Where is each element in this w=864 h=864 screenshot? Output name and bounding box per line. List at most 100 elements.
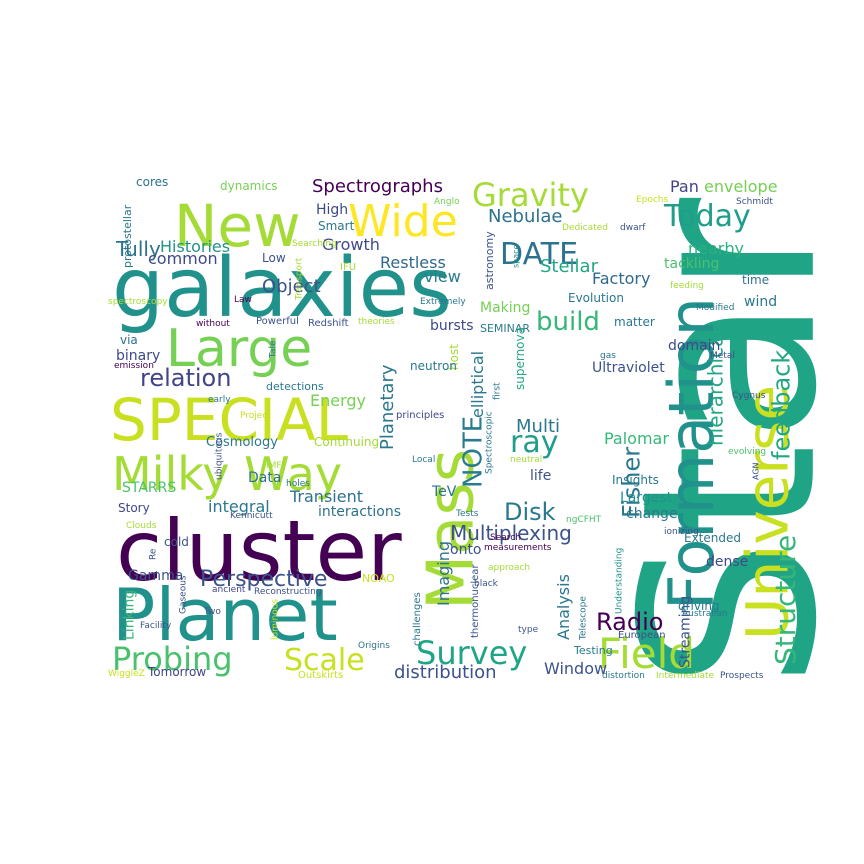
cloud-word: Epochs — [636, 195, 669, 205]
cloud-word: Tale — [268, 340, 278, 359]
cloud-word: Disk — [504, 498, 556, 526]
cloud-word: SPECIAL — [110, 386, 348, 454]
cloud-word: Intermediate — [656, 671, 715, 681]
cloud-word: first — [492, 382, 502, 400]
cloud-word: Imaging — [434, 541, 453, 606]
cloud-word: Field — [598, 629, 695, 678]
cloud-word: Multi — [516, 416, 560, 437]
cloud-word: wind — [744, 294, 777, 310]
cloud-word: black — [474, 579, 499, 589]
cloud-word: Largest — [620, 490, 673, 506]
cloud-word: luminous — [270, 599, 280, 640]
cloud-word: Universe — [734, 385, 802, 640]
cloud-word: IFU — [340, 262, 356, 273]
cloud-word: AGN — [752, 462, 761, 480]
cloud-word: Clouds — [126, 521, 157, 531]
cloud-word: Spectroscopic — [484, 411, 494, 474]
cloud-word: Smart — [318, 219, 355, 233]
cloud-word: Kennicutt — [230, 511, 273, 521]
cloud-word: bursts — [430, 318, 474, 334]
cloud-word: protostellar — [121, 204, 134, 268]
cloud-word: Star — [590, 197, 864, 690]
cloud-word: interactions — [318, 504, 401, 520]
cloud-word: Mass — [414, 449, 488, 610]
cloud-word: view — [424, 267, 461, 286]
cloud-word: Linking — [121, 590, 137, 640]
cloud-word: Facility — [140, 621, 172, 631]
cloud-word: New — [174, 192, 301, 260]
cloud-word: Ultraviolet — [592, 360, 665, 376]
cloud-word: Scale — [284, 643, 365, 678]
cloud-word: Telescope — [578, 596, 588, 641]
cloud-word: STARRS — [122, 480, 176, 496]
cloud-word: type — [518, 625, 539, 635]
cloud-word: Evolution — [568, 291, 624, 305]
cloud-word: Restless — [380, 253, 446, 272]
cloud-word: Multiplexing — [450, 521, 572, 545]
cloud-word: galaxies — [112, 241, 452, 336]
cloud-word: Schmidt — [736, 197, 773, 207]
cloud-word: distribution — [394, 662, 497, 683]
cloud-word: elliptical — [468, 351, 487, 418]
cloud-word: Histories — [160, 237, 230, 256]
cloud-word: Structure — [769, 535, 802, 665]
cloud-word: Streaming — [677, 596, 693, 668]
cloud-word: principles — [396, 410, 444, 421]
cloud-word: Modified — [696, 303, 734, 313]
cloud-word: Cygnus — [732, 391, 766, 401]
cloud-word: build — [536, 307, 600, 337]
cloud-word: approach — [488, 563, 530, 573]
cloud-word: integral — [208, 497, 270, 516]
cloud-word: matter — [614, 315, 655, 329]
cloud-word: time — [742, 273, 769, 287]
cloud-word: neutron — [410, 359, 457, 373]
cloud-word: challenges — [412, 592, 423, 646]
cloud-word: Testing — [573, 644, 613, 657]
cloud-word: Anglo — [434, 197, 460, 207]
cloud-word: Milky Way — [112, 447, 342, 501]
cloud-word: High — [316, 202, 348, 218]
cloud-word: Origins — [358, 641, 390, 651]
cloud-word: Continuing — [314, 435, 379, 449]
cloud-word: cores — [136, 175, 168, 189]
cloud-word: Outskirts — [298, 670, 343, 681]
cloud-word: cluster — [116, 502, 402, 600]
cloud-word: feeding — [670, 281, 704, 291]
cloud-word: Pan — [670, 177, 699, 196]
cloud-word: Factory — [592, 269, 650, 288]
cloud-word: host — [447, 344, 461, 370]
cloud-word: evolving — [728, 447, 766, 457]
cloud-word: change — [626, 506, 678, 522]
cloud-word: Prospects — [720, 671, 764, 681]
cloud-word: Cosmology — [206, 435, 278, 450]
cloud-word: space — [512, 244, 521, 268]
cloud-word: Data — [248, 470, 281, 486]
cloud-word: without — [196, 319, 230, 329]
cloud-word: Planetary — [377, 364, 398, 450]
cloud-word: Transport — [294, 257, 304, 301]
cloud-word: gas — [600, 351, 616, 361]
cloud-word: ubiquitous — [214, 432, 224, 480]
cloud-word: TeV — [431, 484, 457, 500]
cloud-word: NOTE — [458, 416, 488, 488]
cloud-word: IMF — [266, 461, 282, 471]
cloud-word: Gamma — [128, 568, 183, 584]
cloud-word: Spectrographs — [312, 176, 443, 197]
cloud-word: Making — [480, 300, 530, 316]
cloud-word: ionizing — [664, 527, 699, 537]
cloud-word: distortion — [602, 671, 645, 681]
cloud-word: dense — [706, 554, 748, 570]
cloud-word: Powerful — [256, 316, 299, 327]
cloud-word: Tomorrow — [147, 665, 206, 679]
cloud-word: nearby — [688, 239, 744, 258]
cloud-word: theories — [358, 317, 395, 327]
cloud-word: neutral — [510, 455, 542, 465]
cloud-word: Local — [412, 455, 435, 465]
cloud-word: Project — [240, 411, 271, 421]
cloud-word: Extremely — [420, 297, 466, 307]
cloud-word: DATE — [500, 237, 578, 272]
cloud-word: ngCFHT — [566, 515, 602, 525]
cloud-word: tackling — [664, 256, 719, 272]
cloud-word: Nebulae — [488, 206, 562, 227]
